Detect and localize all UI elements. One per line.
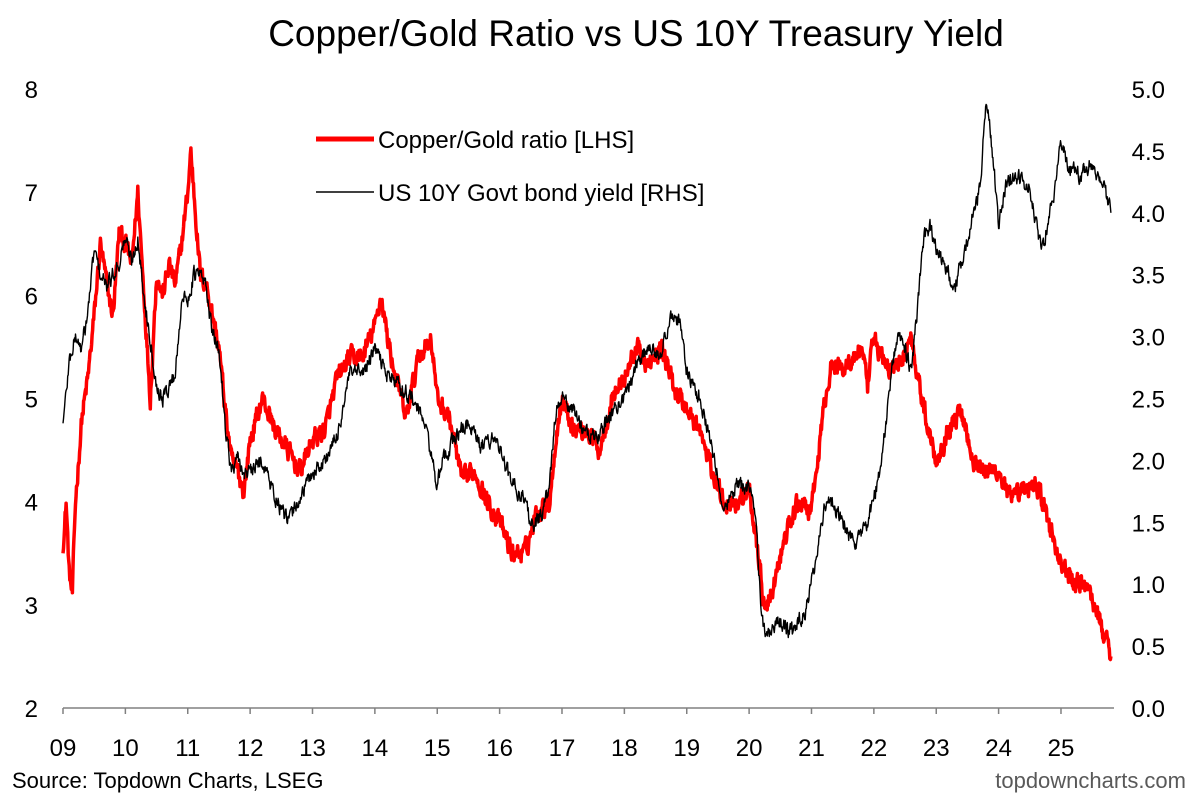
x-tick-label: 13	[299, 735, 326, 762]
x-axis: 09 10 11 12 13 14 15 16 17 18 19 20 21 22 23 24 25	[50, 708, 1075, 762]
y-left-tick-label: 7	[25, 180, 38, 207]
x-tick-label: 24	[985, 735, 1012, 762]
x-tick-label: 23	[923, 735, 950, 762]
x-tick-label: 14	[362, 735, 389, 762]
x-tick-label: 18	[611, 735, 638, 762]
y-right-tick-label: 3.0	[1132, 325, 1165, 352]
y-left-tick-label: 2	[25, 696, 38, 723]
y-left-tick-label: 4	[25, 490, 38, 517]
y-right-tick-label: 3.5	[1132, 263, 1165, 290]
x-tick-label: 17	[549, 735, 576, 762]
x-tick-label: 15	[424, 735, 451, 762]
x-tick-label: 10	[112, 735, 139, 762]
x-tick-label: 11	[175, 735, 200, 762]
x-tick-label: 12	[237, 735, 264, 762]
legend: Copper/Gold ratio [LHS] US 10Y Govt bond…	[316, 127, 704, 207]
y-right-tick-label: 1.5	[1132, 510, 1165, 537]
x-tick-label: 19	[673, 735, 700, 762]
y-right-tick-label: 2.0	[1132, 448, 1165, 475]
y-right-tick-label: 2.5	[1132, 387, 1165, 414]
series-line-copper-gold	[61, 146, 1113, 662]
legend-label-us10y: US 10Y Govt bond yield [RHS]	[378, 180, 704, 207]
x-tick-label: 20	[736, 735, 763, 762]
y-left-tick-label: 6	[25, 283, 38, 310]
y-left-tick-label: 8	[25, 77, 38, 104]
y-right-tick-label: 0.5	[1132, 634, 1165, 661]
y-axis-left: 2 3 4 5 6 7 8	[25, 77, 38, 723]
watermark-text: topdowncharts.com	[995, 768, 1186, 793]
x-tick-label: 22	[861, 735, 888, 762]
y-right-tick-label: 1.0	[1132, 572, 1165, 599]
y-left-tick-label: 3	[25, 593, 38, 620]
y-right-tick-label: 4.0	[1132, 201, 1165, 228]
x-tick-label: 16	[486, 735, 513, 762]
y-right-tick-label: 4.5	[1132, 139, 1165, 166]
legend-label-copper-gold: Copper/Gold ratio [LHS]	[378, 127, 634, 154]
x-tick-label: 21	[798, 735, 825, 762]
chart-title: Copper/Gold Ratio vs US 10Y Treasury Yie…	[268, 13, 1004, 54]
y-axis-right: 0.0 0.5 1.0 1.5 2.0 2.5 3.0 3.5 4.0 4.5 5.0	[1132, 77, 1165, 723]
y-right-tick-label: 0.0	[1132, 696, 1165, 723]
y-left-tick-label: 5	[25, 387, 38, 414]
series-line-us10y	[62, 103, 1112, 639]
source-note: Source: Topdown Charts, LSEG	[12, 768, 323, 793]
y-right-tick-label: 5.0	[1132, 77, 1165, 104]
x-tick-label: 09	[50, 735, 77, 762]
x-tick-label: 25	[1048, 735, 1075, 762]
